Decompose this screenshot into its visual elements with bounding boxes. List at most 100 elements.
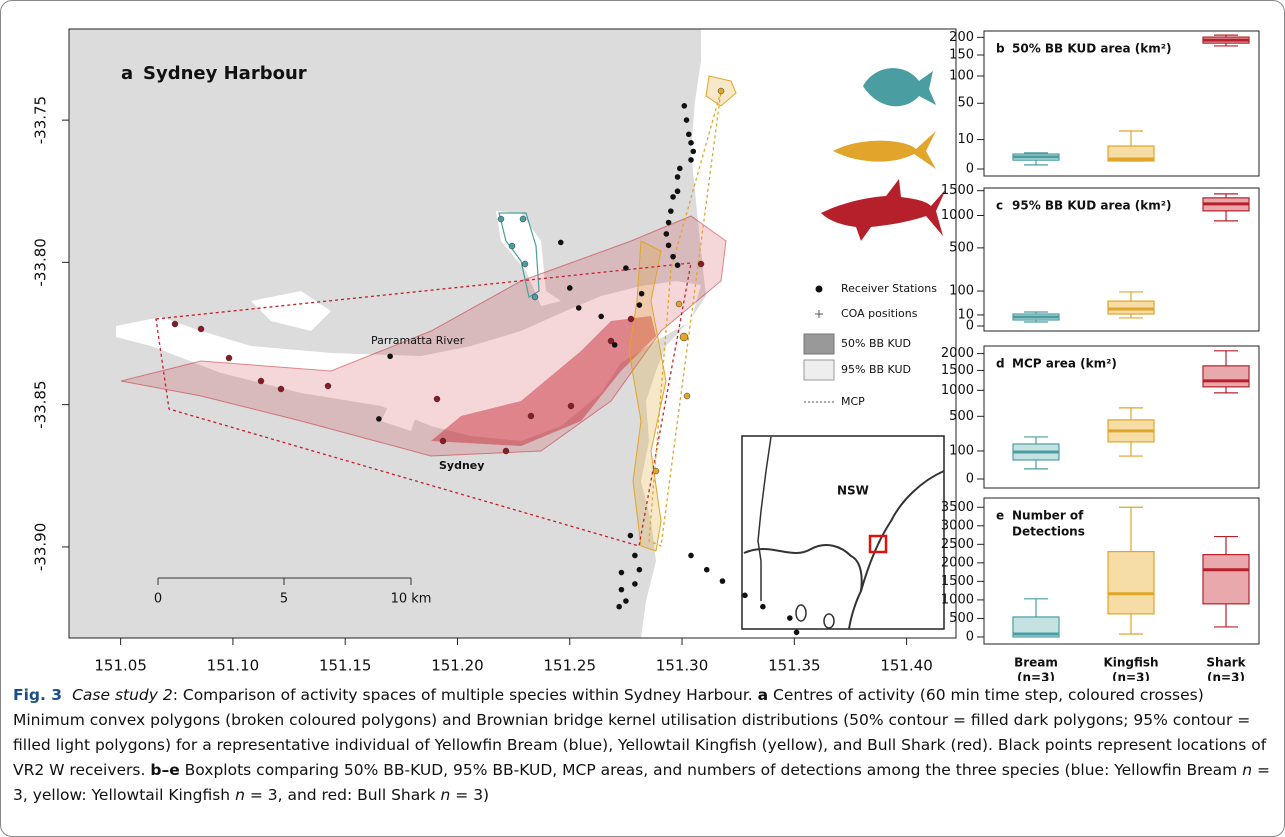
receiver-station [684,117,690,123]
legend-label: 95% BB KUD [841,363,911,376]
receiver-station [619,587,625,593]
receiver-station [632,581,638,587]
panel-label: a [121,63,133,84]
legend-label: Receiver Stations [841,282,937,295]
y-tick-label: 3500 [941,500,974,515]
receiver-station [632,553,638,559]
caption-text: Boxplots comparing 50% BB-KUD, 95% BB-KU… [180,761,1242,779]
receiver-station [787,615,793,621]
receiver-station [664,231,670,237]
y-tick-label: 10 [957,132,974,147]
category-label: Bream [1014,656,1058,670]
panel-label: e [996,509,1004,523]
box [1203,366,1249,387]
receiver-station [376,416,382,422]
receiver-station [675,188,681,194]
x-tick-label: 151.15 [319,657,372,675]
receiver-station [668,208,674,214]
y-tick-label: 100 [949,443,974,458]
receiver-station [576,305,582,311]
y-tick-label: 50 [957,96,974,111]
y-tick-label: 500 [949,240,974,255]
receiver-station [677,166,683,172]
y-tick-label: 150 [949,48,974,63]
receiver-station [794,630,800,636]
caption-text: = 3) [450,786,489,804]
category-label: Shark [1206,656,1246,670]
receiver-station [690,149,696,155]
receiver-station [666,242,672,248]
figure: a Sydney Harbour Receiver Stations COA p… [0,0,1285,837]
y-tick-label: 2000 [941,555,974,570]
receiver-station [637,567,643,573]
receiver-station [670,254,676,260]
y-tick-label: 100 [949,284,974,299]
x-tick-label: 151.05 [94,657,147,675]
y-tick-label: -33.75 [32,96,50,144]
x-tick-label: 151.10 [207,657,260,675]
y-tick-label: 3000 [941,518,974,533]
caption-text: n [1242,761,1252,779]
receiver-station [598,314,604,320]
panel-title: Number of [1012,509,1084,523]
legend-label: 50% BB KUD [841,337,911,350]
receiver-station [720,578,726,584]
receiver-station [558,240,564,246]
receiver-station [688,553,694,559]
x-tick-label: 151.30 [656,657,709,675]
inset-map [742,436,944,629]
y-tick-label: 2500 [941,537,974,552]
category-note: (n=3) [1017,671,1055,682]
panel-label: c [996,199,1003,213]
receiver-station [760,604,766,610]
receiver-station [688,157,694,163]
caption-text: = 3, and red: Bull Shark [245,786,441,804]
receiver-station [639,291,645,297]
receiver-station [675,262,681,268]
y-tick-label: 1500 [941,183,974,198]
y-tick-label: -33.85 [32,380,50,428]
scale-label: 5 [280,592,288,607]
panel-title: 95% BB KUD area (km²) [1012,199,1171,213]
inset-label: NSW [837,484,869,498]
caption-text: Fig. 3 [13,686,62,704]
receiver-station [686,131,692,137]
receiver-station [637,302,643,308]
receiver-station [619,570,625,576]
caption: Fig. 3Case study 2: Comparison of activi… [13,683,1271,808]
chart: a Sydney Harbour Receiver Stations COA p… [1,1,1284,681]
y-tick-label: 500 [949,611,974,626]
y-tick-label: -33.90 [32,523,50,571]
x-tick-label: 151.35 [768,657,821,675]
scale-label: 0 [154,592,162,607]
x-tick-label: 151.25 [544,657,597,675]
y-tick-label: 1000 [941,383,974,398]
y-tick-label: 1500 [941,363,974,378]
receiver-station [666,220,672,226]
receiver-station [623,598,629,604]
receiver-station [387,353,393,359]
category-label: Kingfish [1103,656,1158,670]
x-tick-label: 151.40 [880,657,933,675]
panel-label: b [996,42,1005,56]
panel-title: MCP area (km²) [1012,357,1117,371]
category-note: (n=3) [1207,671,1245,682]
caption-text: n [235,786,245,804]
y-tick-label: 0 [966,629,974,644]
y-tick-label: 1000 [941,592,974,607]
map-title: Sydney Harbour [143,63,307,84]
receiver-station [688,140,694,146]
y-tick-label: 0 [966,472,974,487]
receiver-station [623,265,629,271]
y-tick-label: 1000 [941,208,974,223]
y-tick-label: 200 [949,30,974,45]
caption-text: n [441,786,451,804]
caption-text: a [758,686,768,704]
panel-label: d [996,357,1005,371]
box [1203,555,1249,604]
y-tick-label: 10 [957,307,974,322]
map-annotation: Parramatta River [371,334,465,347]
x-tick-label: 151.20 [431,657,484,675]
caption-text: : Comparison of activity spaces of multi… [173,686,758,704]
receiver-station [628,533,634,539]
